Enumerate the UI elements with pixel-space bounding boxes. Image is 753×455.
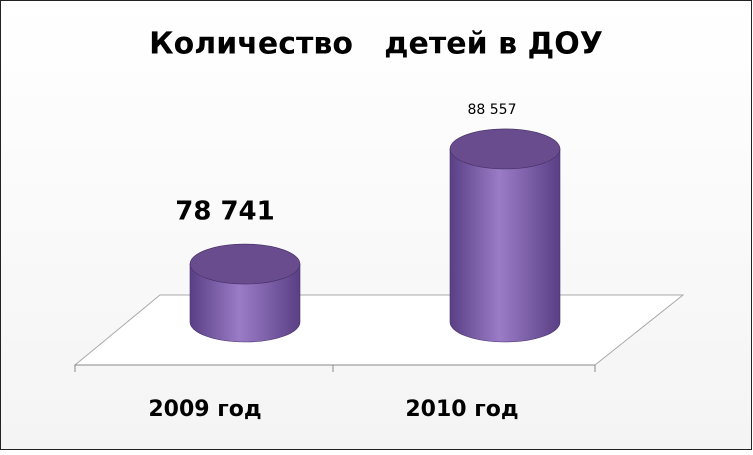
x-tick-label: 2010 год bbox=[405, 397, 518, 422]
value-label: 78 741 bbox=[175, 197, 275, 227]
bar-top bbox=[449, 128, 561, 170]
value-label: 88 557 bbox=[468, 102, 517, 118]
floor bbox=[73, 294, 685, 366]
bar-top-shade bbox=[190, 244, 300, 285]
bar-body bbox=[449, 148, 561, 343]
bar bbox=[189, 243, 301, 343]
chart-title: Количество детей в ДОУ bbox=[149, 27, 603, 62]
x-tick-label: 2009 год bbox=[148, 397, 261, 422]
bar-body bbox=[189, 263, 301, 343]
bar-top-shade bbox=[450, 128, 560, 169]
bar-top bbox=[189, 243, 301, 285]
bar bbox=[449, 128, 561, 343]
